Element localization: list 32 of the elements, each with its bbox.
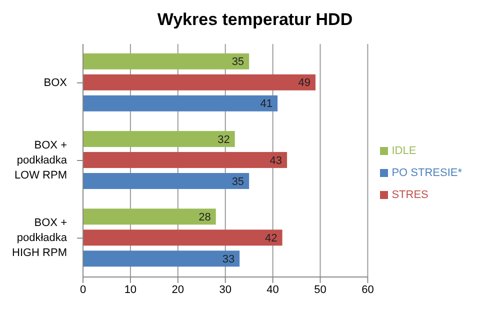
y-tick-label: BOX + podkładka HIGH RPM — [12, 217, 68, 260]
data-label: 35 — [232, 176, 244, 188]
x-tick-label: 50 — [314, 284, 326, 296]
bar — [83, 95, 278, 112]
bar — [83, 53, 250, 70]
data-label: 41 — [260, 98, 273, 110]
data-label: 49 — [298, 77, 311, 90]
x-tick-label: 20 — [172, 284, 184, 296]
bar — [83, 250, 240, 267]
x-tick-label: 40 — [266, 284, 279, 296]
x-tick-label: 0 — [80, 284, 86, 296]
bar — [83, 130, 235, 147]
chart-title: Wykres temperatur HDD — [156, 9, 354, 31]
bar — [83, 152, 288, 168]
data-label: 43 — [270, 154, 282, 167]
bar — [83, 172, 250, 189]
data-label: 35 — [232, 56, 244, 68]
y-tick-label: BOX + podkładka LOW RPM — [14, 139, 68, 182]
y-tick-label: BOX — [44, 76, 68, 89]
data-label: 28 — [198, 212, 211, 224]
bar — [83, 230, 282, 246]
data-label: 42 — [265, 232, 278, 245]
data-label: 33 — [222, 254, 235, 266]
legend-label: IDLE — [392, 144, 416, 156]
data-label: 32 — [218, 134, 230, 146]
legend-label: PO STRESIE* — [392, 166, 462, 178]
x-tick-label: 30 — [219, 284, 232, 296]
bar — [83, 74, 316, 90]
legend-label: STRES — [392, 188, 428, 200]
x-tick-label: 10 — [124, 284, 137, 296]
bar — [83, 208, 216, 225]
x-tick-label: 60 — [362, 284, 374, 296]
